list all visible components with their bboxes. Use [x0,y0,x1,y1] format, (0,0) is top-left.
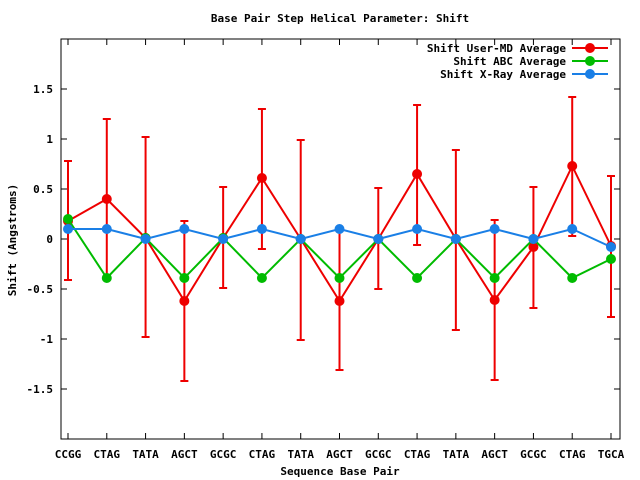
data-point [295,234,306,244]
data-point [63,224,73,234]
data-point [140,234,151,244]
data-point [101,273,112,283]
data-point [179,273,190,283]
x-tick-label: CTAG [94,448,121,461]
data-point [567,224,578,234]
series-layer [63,96,616,382]
x-tick-label: TATA [132,448,159,461]
data-point [256,273,267,283]
data-point [489,224,500,234]
legend-label: Shift ABC Average [453,55,566,68]
legend-swatch-marker [585,43,595,53]
x-tick-label: AGCT [171,448,198,461]
x-tick-label: AGCT [481,448,508,461]
x-tick-label: CTAG [404,448,431,461]
y-tick-label: -1 [40,333,54,346]
y-tick-label: -1.5 [27,383,54,396]
data-point [450,234,461,244]
y-axis-label: Shift (Angstroms) [6,184,19,297]
chart-title: Base Pair Step Helical Parameter: Shift [211,12,469,25]
legend-label: Shift User-MD Average [427,42,566,55]
data-point [63,214,73,224]
data-point [412,273,423,283]
y-tick-label: 1.5 [33,83,53,96]
data-point [334,273,345,283]
data-point [101,194,112,204]
data-point [606,254,616,264]
data-point [334,224,345,234]
data-point [334,296,345,306]
x-tick-label: TGCA [598,448,625,461]
legend-label: Shift X-Ray Average [440,68,566,81]
data-point [489,295,500,305]
data-point [567,161,578,171]
data-point [256,224,267,234]
x-axis-label: Sequence Base Pair [280,465,400,478]
x-tick-label: GCGC [365,448,392,461]
data-point [528,242,539,252]
y-tick-label: -0.5 [27,283,54,296]
data-point [256,173,267,183]
data-point [412,224,423,234]
legend-swatch-marker [585,69,595,79]
legend-swatch-marker [585,56,595,66]
data-point [373,234,384,244]
series-3 [63,224,616,252]
data-point [567,273,578,283]
data-point [412,169,423,179]
data-point [179,296,190,306]
x-tick-label: CCGG [55,448,82,461]
y-tick-label: 1 [46,133,53,146]
x-tick-label: GCGC [210,448,237,461]
y-tick-label: 0 [46,233,53,246]
data-point [606,242,616,252]
data-point [528,234,539,244]
y-axis-ticks: -1.5 -1 -0.5 0 0.5 1 1.5 [27,83,620,396]
y-tick-label: 0.5 [33,183,53,196]
data-point [218,234,229,244]
x-tick-label: GCGC [520,448,547,461]
x-tick-label: TATA [287,448,314,461]
data-point [179,224,190,234]
data-point [489,273,500,283]
x-tick-label: CTAG [559,448,586,461]
x-tick-label: CTAG [249,448,276,461]
data-point [101,224,112,234]
x-axis-ticks: CCGG CTAG TATA AGCT GCGC CTAG TATA AGCT GCGC CTAG… [55,39,625,461]
x-tick-label: AGCT [326,448,353,461]
x-tick-label: TATA [443,448,470,461]
